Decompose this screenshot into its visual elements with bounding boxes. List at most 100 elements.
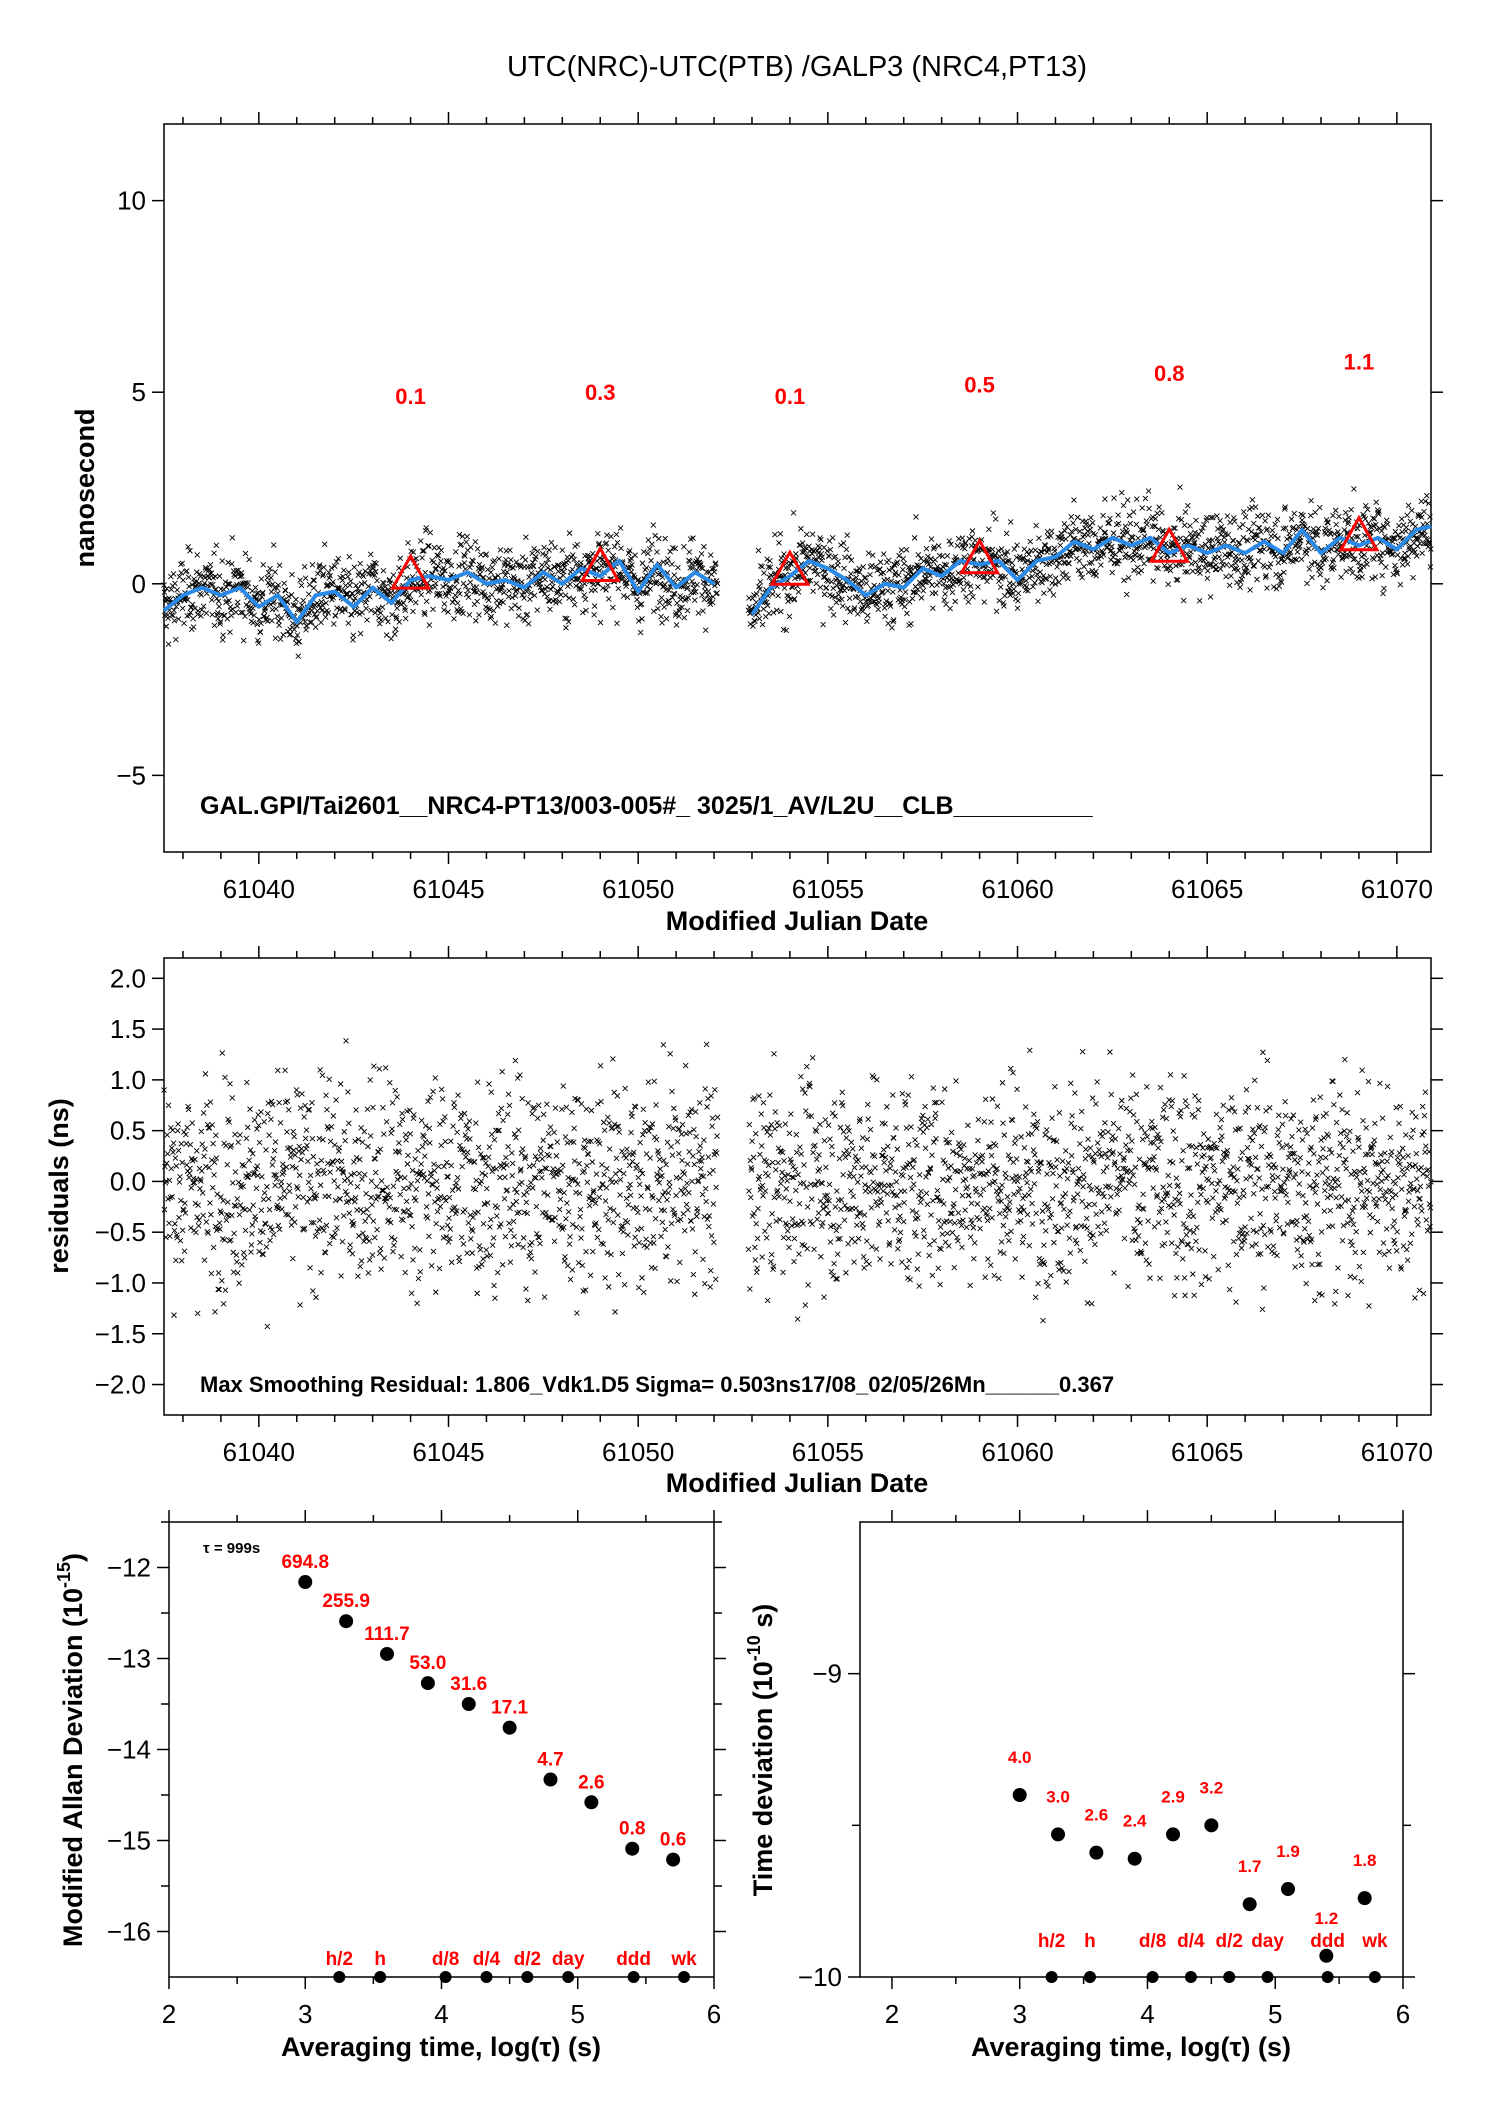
top-scatter-point	[258, 576, 265, 582]
top-scatter-point	[1169, 542, 1176, 549]
top-scatter-point	[1047, 533, 1054, 539]
top-scatter-point	[1224, 513, 1231, 519]
residual-point	[241, 1254, 248, 1261]
top-scatter-point	[1322, 525, 1329, 532]
top-scatter-point	[1416, 535, 1422, 542]
residual-point	[1094, 1079, 1100, 1085]
top-scatter-point	[844, 605, 851, 612]
top-scatter-point	[1272, 521, 1278, 528]
residual-point	[664, 1139, 671, 1146]
residual-point	[530, 1162, 537, 1169]
residual-point	[257, 1239, 263, 1246]
residual-point	[1003, 1175, 1009, 1181]
top-scatter-point	[1070, 520, 1076, 526]
residual-point	[971, 1240, 978, 1246]
top-scatter-point	[1350, 556, 1357, 563]
residual-point	[265, 1196, 272, 1202]
residual-point	[968, 1217, 974, 1223]
residual-point	[1051, 1239, 1057, 1246]
top-scatter-point	[610, 552, 617, 559]
residual-point	[814, 1216, 821, 1223]
residual-point	[401, 1185, 407, 1192]
top-scatter-point	[652, 532, 658, 539]
top-scatter-point	[1032, 547, 1039, 554]
top-ylabel: nanosecond	[70, 408, 100, 567]
residual-point	[893, 1179, 900, 1185]
top-scatter-point	[1377, 555, 1383, 562]
residual-point	[589, 1248, 596, 1255]
residual-point	[680, 1211, 687, 1217]
top-scatter-point	[1338, 574, 1344, 581]
top-scatter-point	[830, 585, 836, 592]
residual-point	[623, 1155, 629, 1161]
top-scatter-point	[1189, 535, 1196, 541]
top-scatter-point	[843, 546, 850, 553]
residual-point	[422, 1153, 428, 1160]
top-scatter-point	[171, 607, 177, 614]
residual-point	[471, 1159, 478, 1165]
top-scatter-point	[790, 509, 797, 516]
top-scatter-point	[183, 568, 190, 574]
top-scatter-point	[661, 581, 668, 588]
residual-point	[772, 1125, 778, 1132]
residual-point	[218, 1210, 225, 1216]
residual-point	[791, 1258, 797, 1265]
residual-point	[508, 1150, 515, 1156]
residual-point	[920, 1112, 926, 1119]
top-scatter-point	[759, 621, 766, 628]
top-scatter-point	[372, 568, 379, 575]
top-scatter-point	[1412, 549, 1418, 555]
residual-point	[1004, 1193, 1011, 1200]
top-scatter-point	[1009, 564, 1016, 571]
residual-point	[304, 1199, 311, 1205]
top-scatter-point	[691, 585, 698, 592]
residual-point	[455, 1186, 462, 1192]
top-scatter-point	[188, 604, 195, 610]
residual-point	[533, 1203, 540, 1210]
residual-point	[889, 1188, 896, 1195]
residual-point	[178, 1141, 185, 1147]
top-scatter-point	[256, 597, 263, 603]
top-scatter-point	[227, 629, 233, 635]
residual-point	[831, 1100, 838, 1106]
residual-point	[929, 1152, 935, 1159]
residual-point	[216, 1220, 223, 1226]
top-scatter-point	[419, 548, 426, 554]
top-scatter-point	[1278, 579, 1285, 585]
top-scatter-point	[662, 599, 669, 605]
residual-point	[486, 1081, 492, 1087]
top-scatter-point	[443, 558, 450, 564]
top-scatter-point	[1034, 571, 1040, 578]
residual-point	[851, 1259, 857, 1265]
top-scatter-point	[1227, 519, 1233, 526]
residual-point	[634, 1226, 641, 1233]
top-scatter-point	[245, 580, 252, 586]
top-scatter-point	[275, 582, 282, 588]
top-scatter-point	[1360, 563, 1367, 569]
residual-point	[235, 1139, 242, 1146]
residual-point	[754, 1235, 761, 1242]
residual-point	[929, 1272, 936, 1279]
top-scatter-point	[1148, 543, 1154, 550]
residual-point	[760, 1192, 766, 1199]
residual-point	[573, 1224, 580, 1231]
top-scatter-point	[1280, 553, 1286, 559]
top-scatter-point	[1123, 527, 1130, 534]
residual-point	[411, 1111, 417, 1118]
top-scatter-point	[960, 586, 967, 593]
residual-point	[377, 1246, 384, 1252]
residual-point	[758, 1143, 765, 1149]
top-scatter-point	[1426, 539, 1432, 546]
top-scatter-point	[773, 607, 780, 614]
residual-point	[699, 1154, 705, 1161]
top-scatter-point	[1405, 502, 1412, 509]
top-scatter-point	[1396, 522, 1402, 529]
residual-point	[199, 1190, 206, 1196]
residual-point	[166, 1220, 172, 1227]
top-scatter-point	[681, 614, 688, 621]
residual-point	[550, 1166, 557, 1172]
residual-point	[563, 1215, 569, 1222]
residual-point	[632, 1104, 639, 1110]
residual-point	[1043, 1127, 1050, 1133]
top-scatter-point	[325, 610, 332, 616]
